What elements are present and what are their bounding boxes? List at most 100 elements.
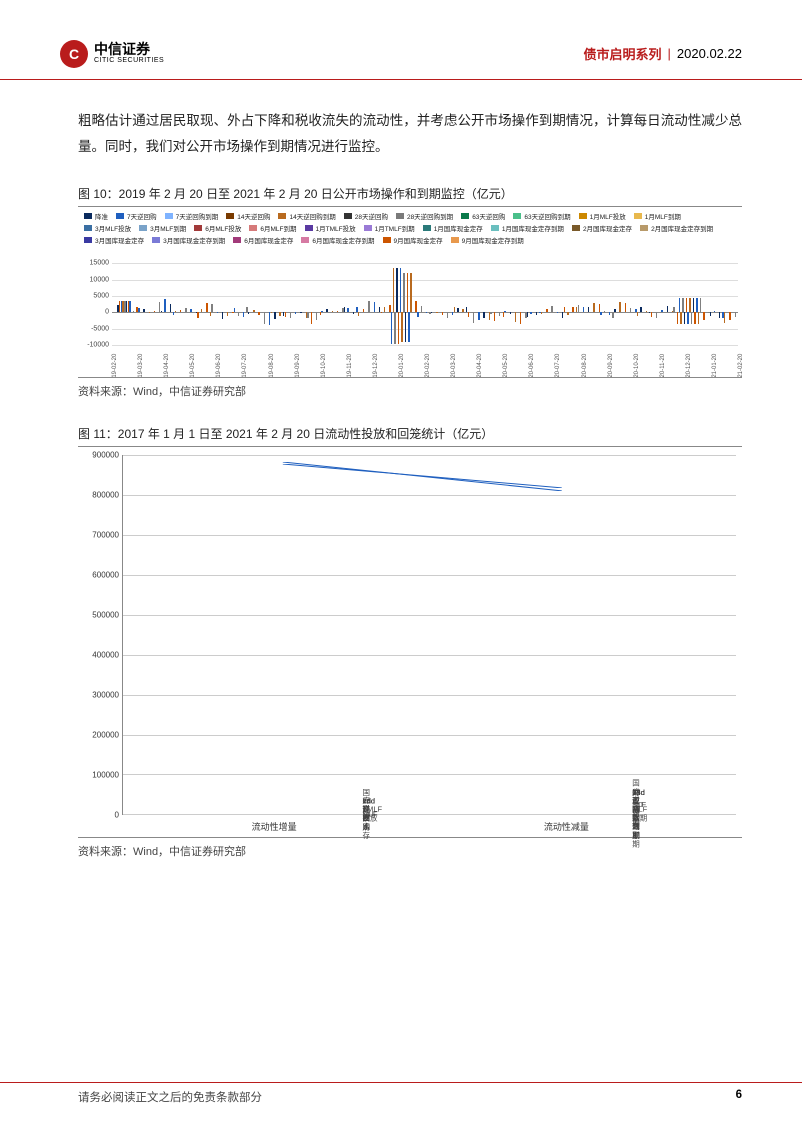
omo-bar	[347, 308, 348, 312]
omo-bar	[604, 311, 605, 312]
omo-bar	[583, 307, 584, 312]
page-footer: 请务必阅读正文之后的免责条款部分 6	[0, 1082, 802, 1105]
omo-bar	[686, 298, 687, 313]
fig10-chart: 降准7天逆回购7天逆回购到期14天逆回购14天逆回购到期28天逆回购28天逆回购…	[78, 207, 742, 377]
omo-bar	[248, 312, 249, 313]
xtick-label: 2019-07-20	[242, 354, 248, 377]
omo-bar	[541, 312, 542, 314]
legend-label: 63天逆回购到期	[524, 211, 570, 221]
legend-item: 28天逆回购	[344, 211, 388, 221]
omo-bar	[682, 298, 683, 313]
legend-swatch	[491, 225, 499, 231]
xtick-label: 2019-03-20	[138, 354, 144, 377]
legend-swatch	[513, 213, 521, 219]
omo-bar	[530, 312, 531, 313]
omo-bar	[410, 273, 411, 312]
gridline	[123, 774, 736, 775]
gridline	[112, 296, 738, 297]
company-logo: C 中信证券 CITIC SECURITIES	[60, 40, 164, 68]
omo-bar	[307, 312, 308, 317]
omo-bar	[719, 312, 720, 318]
legend-item: 3月国库现金定存到期	[152, 235, 225, 245]
fig11-chart: 0100000200000300000400000500000600000700…	[78, 447, 742, 837]
fig11-yaxis: 0100000200000300000400000500000600000700…	[78, 455, 122, 815]
omo-bar	[326, 309, 327, 313]
legend-item: 1月TMLF投放	[305, 223, 356, 233]
ytick-label: 600000	[92, 571, 119, 580]
legend-label: 1月TMLF到期	[375, 223, 415, 233]
omo-bar	[667, 306, 668, 312]
legend-label: 28天逆回购到期	[407, 211, 453, 221]
omo-bar	[271, 312, 272, 313]
omo-bar	[290, 312, 291, 317]
legend-swatch	[634, 213, 642, 219]
omo-bar	[703, 312, 704, 319]
omo-bar	[201, 309, 202, 312]
xtick-label: 2019-12-20	[373, 354, 379, 377]
report-series: 债市启明系列	[584, 44, 662, 63]
omo-bar	[630, 308, 631, 313]
legend-item: 3月MLF投放	[84, 223, 131, 233]
legend-item: 2月国库现金定存到期	[640, 223, 713, 233]
xtick-label: 2019-11-20	[347, 354, 353, 377]
omo-bar	[431, 312, 432, 313]
omo-bar	[625, 303, 626, 313]
logo-badge-icon: C	[60, 40, 88, 68]
omo-bar	[258, 312, 259, 314]
legend-swatch	[84, 237, 92, 243]
ytick-label: 10000	[90, 276, 109, 283]
fig11-frame: 0100000200000300000400000500000600000700…	[78, 446, 742, 838]
omo-bar	[222, 312, 223, 318]
omo-bar	[197, 312, 198, 318]
legend-swatch	[364, 225, 372, 231]
omo-bar	[368, 301, 369, 312]
legend-label: 6月MLF投放	[205, 223, 241, 233]
ytick-label: 300000	[92, 691, 119, 700]
legend-item: 7天逆回购到期	[165, 211, 219, 221]
gridline	[123, 455, 736, 456]
omo-bar	[415, 301, 416, 313]
legend-label: 2月国库现金定存到期	[651, 223, 713, 233]
logo-text: 中信证券 CITIC SECURITIES	[94, 42, 164, 64]
omo-bar	[154, 311, 155, 313]
stack-total-label: 810394.58	[466, 802, 626, 814]
ytick-label: 200000	[92, 731, 119, 740]
legend-label: 7天逆回购	[127, 211, 157, 221]
omo-bar	[546, 309, 547, 313]
connector-line	[197, 464, 626, 488]
legend-label: 降准	[95, 211, 108, 221]
legend-item: 6月国库现金定存到期	[301, 235, 374, 245]
fig11-xcat-right: 流动性减量	[544, 820, 589, 833]
omo-bar	[656, 312, 657, 317]
gridline	[112, 263, 738, 264]
fig10-legend: 降准7天逆回购7天逆回购到期14天逆回购14天逆回购到期28天逆回购28天逆回购…	[78, 207, 742, 247]
legend-label: 3月国库现金定存到期	[163, 235, 225, 245]
omo-bar	[408, 312, 409, 342]
omo-bar	[185, 308, 186, 313]
omo-bar	[164, 299, 165, 313]
omo-bar	[572, 307, 573, 312]
omo-bar	[679, 298, 680, 313]
omo-bar	[700, 298, 701, 313]
xtick-label: 2019-02-20	[112, 354, 118, 377]
xtick-label: 2020-03-20	[451, 354, 457, 377]
gridline	[123, 535, 736, 536]
omo-bar	[609, 312, 610, 314]
legend-item: 9月国库现金定存到期	[451, 235, 524, 245]
ytick-label: 500000	[92, 611, 119, 620]
legend-swatch	[278, 213, 286, 219]
omo-bar	[238, 312, 239, 315]
legend-label: 1月国库现金定存到期	[502, 223, 564, 233]
omo-bar	[696, 298, 697, 313]
omo-bar	[567, 312, 568, 315]
omo-bar	[612, 312, 613, 317]
legend-swatch	[165, 213, 173, 219]
legend-label: 1月TMLF投放	[316, 223, 356, 233]
xtick-label: 2021-01-20	[712, 354, 718, 377]
omo-bar	[337, 311, 338, 312]
omo-bar	[614, 309, 615, 313]
omo-bar	[217, 312, 218, 313]
legend-swatch	[226, 213, 234, 219]
omo-bar	[243, 312, 244, 317]
omo-bar	[588, 307, 589, 313]
